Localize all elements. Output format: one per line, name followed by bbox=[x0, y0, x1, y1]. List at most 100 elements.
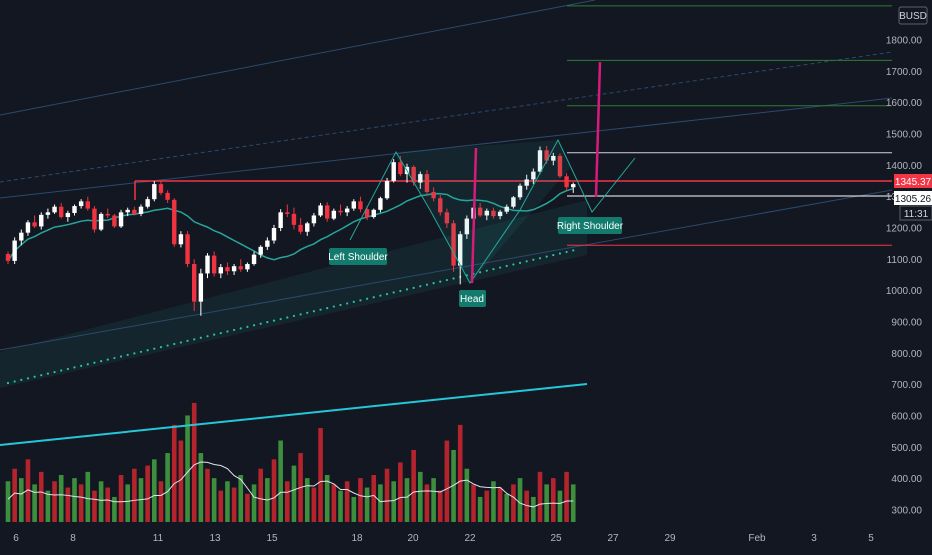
candle-body bbox=[78, 201, 84, 207]
ma-dot bbox=[312, 310, 315, 313]
candle-body bbox=[72, 206, 77, 213]
volume-bar bbox=[78, 484, 84, 522]
volume-bar bbox=[477, 496, 483, 522]
candle-body bbox=[145, 199, 150, 207]
time-tick-label: 20 bbox=[407, 533, 419, 544]
candle-body bbox=[537, 150, 543, 172]
ma-dot bbox=[452, 277, 455, 280]
volume-bar bbox=[531, 496, 536, 522]
volume-bar bbox=[537, 471, 543, 522]
ma-dot bbox=[565, 250, 568, 254]
ma-dot bbox=[392, 291, 395, 294]
candle-body bbox=[491, 210, 496, 217]
price-tick-label: 1600.00 bbox=[886, 98, 923, 109]
ma-dot bbox=[139, 350, 143, 353]
level-price-tag: 1305.26 bbox=[894, 191, 932, 205]
volume-bar bbox=[378, 484, 383, 522]
candle-body bbox=[458, 234, 463, 266]
time-tick-label: 3 bbox=[811, 533, 817, 544]
candle-body bbox=[271, 227, 277, 241]
candle-body bbox=[5, 254, 11, 261]
candle-body bbox=[524, 179, 529, 186]
volume-bar bbox=[551, 478, 556, 522]
ma-dot bbox=[146, 349, 149, 352]
candle-body bbox=[192, 264, 197, 302]
left-shoulder-label-text: Left Shoulder bbox=[328, 252, 388, 263]
mid-trend-line-dashed bbox=[0, 51, 893, 183]
candle-body bbox=[384, 180, 390, 199]
candle-body bbox=[438, 198, 443, 213]
time-axis[interactable]: 6 8 11 13 15 18 20 22 25 27 29 Feb 3 5 bbox=[13, 533, 874, 544]
candle-body bbox=[571, 184, 576, 188]
volume-bar bbox=[191, 402, 197, 522]
volume-bar bbox=[384, 468, 390, 522]
candle-body bbox=[344, 208, 350, 213]
currency-badge[interactable]: BUSD bbox=[898, 6, 928, 25]
ma-dot bbox=[306, 311, 309, 314]
volume-bar bbox=[324, 475, 330, 522]
volume-bar bbox=[165, 453, 170, 522]
candle-body bbox=[92, 208, 97, 230]
volume-bar bbox=[118, 475, 124, 522]
ma-dot bbox=[173, 342, 176, 346]
volume-bar bbox=[331, 484, 337, 522]
volume-bar bbox=[225, 481, 230, 522]
ma-dot bbox=[492, 268, 495, 271]
candle-body bbox=[531, 171, 536, 180]
candle-body bbox=[424, 174, 430, 192]
price-tick-label: 800.00 bbox=[891, 349, 922, 360]
ma-dot bbox=[538, 257, 542, 260]
ma-dot bbox=[113, 356, 116, 360]
volume-bar bbox=[152, 459, 157, 522]
volume-bar bbox=[218, 490, 224, 522]
head-label: Head bbox=[459, 290, 486, 307]
ma-dot bbox=[226, 330, 229, 333]
candle-body bbox=[358, 201, 363, 210]
candle-body bbox=[517, 185, 523, 198]
volume-bar bbox=[504, 493, 510, 522]
head-label-text: Head bbox=[460, 294, 484, 305]
candle-body bbox=[158, 184, 164, 193]
ma-dot bbox=[239, 327, 242, 330]
volume-bar bbox=[271, 459, 277, 522]
ma-dot bbox=[86, 363, 89, 366]
candle-body bbox=[225, 267, 230, 272]
time-tick-label: 13 bbox=[209, 533, 221, 544]
ma-dot bbox=[332, 305, 335, 308]
volume-bar bbox=[12, 468, 17, 522]
ma-dot bbox=[319, 308, 322, 311]
candle-body bbox=[411, 166, 416, 183]
candle-body bbox=[112, 215, 117, 227]
volume-moving-average bbox=[7, 461, 574, 508]
ma-dot bbox=[179, 341, 182, 344]
volume-bar bbox=[52, 481, 57, 522]
candle-body bbox=[325, 205, 330, 219]
ma-200-line bbox=[0, 383, 588, 446]
currency-badge-text: BUSD bbox=[899, 11, 927, 22]
volume-bar bbox=[58, 475, 64, 522]
volume-bar bbox=[125, 484, 130, 522]
ma-dot bbox=[326, 307, 329, 310]
volume-bar bbox=[411, 449, 416, 522]
candle-body bbox=[291, 213, 297, 225]
ma-dot bbox=[346, 302, 349, 305]
volume-bar bbox=[304, 478, 310, 522]
ma-dot bbox=[266, 321, 269, 324]
candle-body bbox=[497, 211, 503, 217]
price-tick-label: 1100.00 bbox=[887, 255, 923, 266]
ma-dot bbox=[13, 380, 16, 383]
candle-body bbox=[298, 224, 303, 232]
candle-body bbox=[504, 206, 509, 212]
candle-body bbox=[185, 234, 190, 265]
ma-dot bbox=[425, 283, 429, 286]
volume-bar bbox=[437, 490, 443, 522]
candle-body bbox=[12, 240, 17, 261]
volume-bar bbox=[371, 475, 377, 522]
horizontal-levels bbox=[134, 5, 892, 246]
candle-body bbox=[318, 205, 323, 216]
candle-body bbox=[178, 234, 184, 245]
candle-body bbox=[245, 264, 250, 270]
candle-body bbox=[351, 201, 356, 209]
price-tick-label: 500.00 bbox=[891, 443, 922, 454]
